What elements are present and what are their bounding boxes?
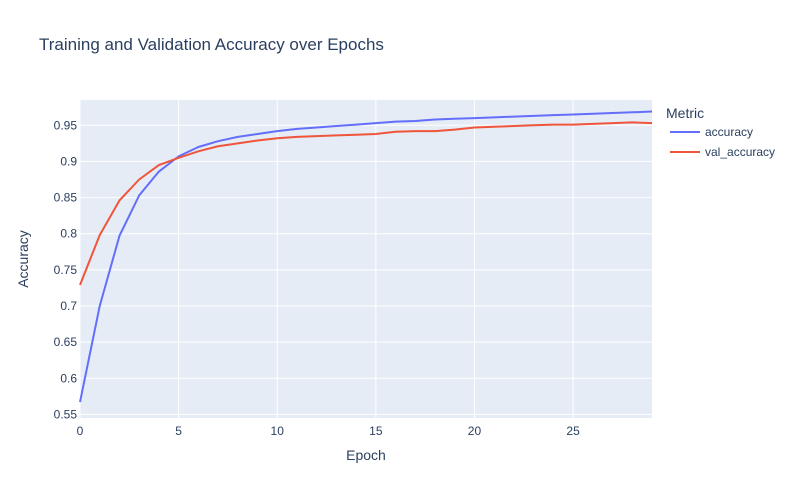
series-line-val-accuracy [79, 121, 653, 286]
x-tick-label: 5 [175, 424, 182, 438]
y-axis-ticks: 0.55 0.6 0.65 0.7 0.75 0.8 0.85 0.9 0.95 [54, 118, 78, 421]
y-tick-label: 0.65 [54, 335, 78, 349]
legend-item-val-accuracy[interactable]: val_accuracy [670, 145, 775, 159]
x-tick-label: 0 [77, 424, 84, 438]
y-axis-title: Accuracy [15, 230, 31, 288]
y-tick-label: 0.75 [54, 263, 78, 277]
series-lines [79, 110, 653, 403]
legend-label: val_accuracy [705, 145, 775, 159]
legend-item-accuracy[interactable]: accuracy [670, 125, 753, 139]
x-axis-title: Epoch [346, 447, 386, 463]
grid-lines [79, 100, 652, 418]
y-tick-label: 0.6 [60, 371, 77, 385]
y-tick-label: 0.95 [54, 118, 78, 132]
x-tick-label: 25 [566, 424, 580, 438]
legend-label: accuracy [705, 125, 753, 139]
y-tick-label: 0.8 [60, 227, 77, 241]
x-tick-label: 10 [271, 424, 285, 438]
y-tick-label: 0.7 [60, 299, 77, 313]
x-tick-label: 15 [369, 424, 383, 438]
y-tick-label: 0.9 [60, 154, 77, 168]
x-axis-ticks: 0 5 10 15 20 25 [77, 424, 580, 438]
legend[interactable]: Metric accuracy val_accuracy [666, 105, 775, 159]
x-tick-label: 20 [468, 424, 482, 438]
y-tick-label: 0.55 [54, 407, 78, 421]
chart-title: Training and Validation Accuracy over Ep… [39, 35, 384, 54]
legend-title: Metric [666, 105, 704, 121]
plot-area [80, 100, 652, 418]
y-tick-label: 0.85 [54, 191, 78, 205]
